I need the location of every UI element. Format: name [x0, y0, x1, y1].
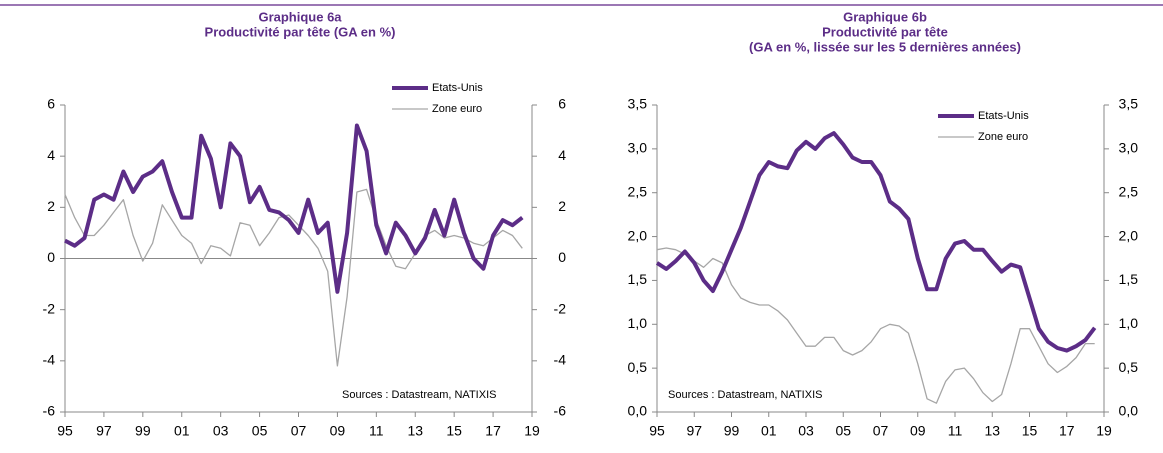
y-tick-label: 2,0	[628, 227, 648, 243]
source-note: Sources : Datastream, NATIXIS	[668, 389, 822, 401]
x-tick-label: 95	[649, 423, 665, 439]
x-tick-label: 01	[761, 423, 777, 439]
legend-label: Zone euro	[978, 131, 1028, 143]
x-tick-label: 99	[135, 423, 151, 439]
x-tick-label: 97	[96, 423, 112, 439]
x-tick-label: 09	[330, 423, 346, 439]
x-tick-label: 13	[407, 423, 423, 439]
y2-tick-label: 2,5	[1119, 183, 1139, 199]
chart-subtitle: (GA en %, lissée sur les 5 dernières ann…	[749, 39, 1021, 54]
y2-tick-label: 0,0	[1119, 403, 1139, 419]
chart-subtitle: Productivité par tête	[822, 24, 948, 39]
x-tick-label: 03	[213, 423, 229, 439]
y2-tick-label: 2	[558, 198, 566, 214]
x-tick-label: 95	[57, 423, 73, 439]
chart-title: Graphique 6b	[843, 9, 927, 24]
series-line	[656, 247, 1095, 404]
x-tick-label: 05	[835, 423, 851, 439]
legend-label: Zone euro	[432, 103, 482, 115]
series-line	[655, 131, 1097, 353]
y2-tick-label: -6	[554, 403, 567, 419]
y-tick-label: 4	[47, 147, 55, 163]
y-tick-label: -6	[43, 403, 56, 419]
x-tick-label: 07	[873, 423, 889, 439]
y2-tick-label: 3,5	[1119, 96, 1139, 112]
y2-tick-label: -2	[554, 300, 567, 316]
x-tick-label: 11	[369, 423, 384, 439]
x-tick-label: 17	[485, 423, 501, 439]
x-tick-label: 15	[1022, 423, 1038, 439]
chart-title: Graphique 6a	[258, 9, 342, 24]
x-tick-label: 03	[798, 423, 814, 439]
x-tick-label: 15	[446, 423, 462, 439]
y-tick-label: 0,5	[628, 359, 648, 375]
y-tick-label: 3,5	[628, 96, 648, 112]
y2-tick-label: 4	[558, 147, 566, 163]
x-tick-label: 07	[291, 423, 307, 439]
y2-tick-label: 6	[558, 96, 566, 112]
x-tick-label: 17	[1059, 423, 1075, 439]
x-tick-label: 09	[910, 423, 926, 439]
y-tick-label: -4	[43, 352, 56, 368]
y2-tick-label: 0,5	[1119, 359, 1139, 375]
y2-tick-label: -4	[554, 352, 567, 368]
series-line	[64, 123, 524, 294]
y-tick-label: 0,0	[628, 403, 648, 419]
y-tick-label: 2,5	[628, 183, 648, 199]
y-tick-label: 1,0	[628, 315, 648, 331]
y-tick-label: 6	[47, 96, 55, 112]
y-tick-label: 1,5	[628, 271, 648, 287]
x-tick-label: 01	[174, 423, 190, 439]
x-tick-label: 99	[724, 423, 740, 439]
chart-subtitle: Productivité par tête (GA en %)	[205, 24, 396, 39]
legend-label: Etats-Unis	[978, 110, 1029, 122]
x-tick-label: 11	[948, 423, 963, 439]
series-line	[64, 188, 523, 367]
x-tick-label: 05	[252, 423, 268, 439]
x-tick-label: 97	[686, 423, 702, 439]
y-tick-label: 3,0	[628, 140, 648, 156]
y2-tick-label: 0	[558, 249, 566, 265]
y-tick-label: 2	[47, 198, 55, 214]
y2-tick-label: 1,0	[1119, 315, 1139, 331]
x-tick-label: 19	[524, 423, 540, 439]
x-tick-label: 19	[1096, 423, 1112, 439]
y2-tick-label: 2,0	[1119, 227, 1139, 243]
source-note: Sources : Datastream, NATIXIS	[342, 389, 496, 401]
x-tick-label: 13	[984, 423, 1000, 439]
y-tick-label: -2	[43, 300, 56, 316]
y2-tick-label: 1,5	[1119, 271, 1139, 287]
y2-tick-label: 3,0	[1119, 140, 1139, 156]
legend-label: Etats-Unis	[432, 82, 483, 94]
y-tick-label: 0	[47, 249, 55, 265]
